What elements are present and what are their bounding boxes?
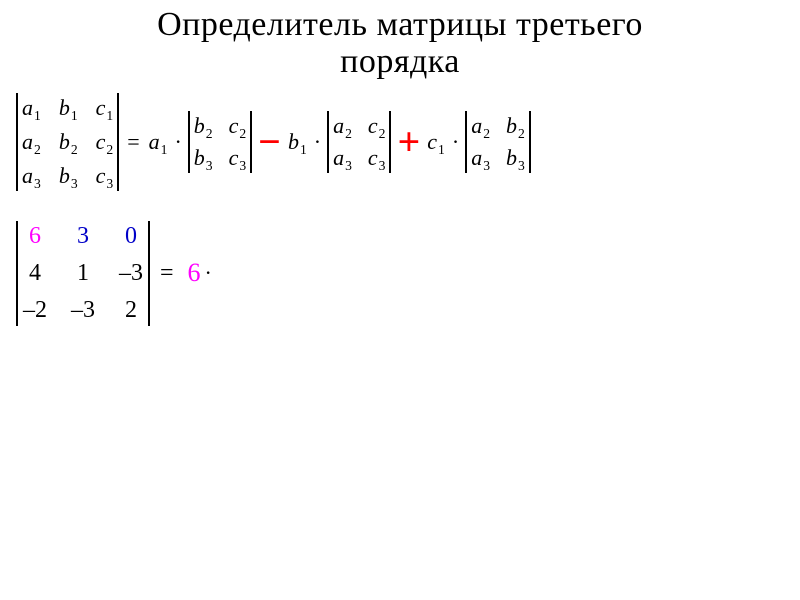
ex-cell-22: 2 xyxy=(118,297,144,324)
expansion-formula: a1 b1 c1 a2 b2 c2 a3 b3 c3 = a1 · b2 c2 … xyxy=(0,93,800,191)
plus-operator: + xyxy=(393,122,424,162)
cell-b3: b3 xyxy=(59,163,78,189)
cell-c1: c1 xyxy=(96,95,114,121)
coef-c1: c1 xyxy=(427,129,445,155)
minor3-a3: a3 xyxy=(471,145,490,171)
minor3-b3: b3 xyxy=(506,145,525,171)
ex-cell-01: 3 xyxy=(70,223,96,250)
minor2-c3: c3 xyxy=(368,145,386,171)
title-line-1: Определитель матрицы третьего xyxy=(157,6,643,43)
det-cells: a2 b2 a3 b3 xyxy=(467,111,529,173)
cell-a3: a3 xyxy=(22,163,41,189)
det-cells: b2 c2 b3 c3 xyxy=(190,111,250,173)
det-bar-right xyxy=(250,111,252,173)
ex-cell-02: 0 xyxy=(118,223,144,250)
minor1-b2: b2 xyxy=(194,113,213,139)
lhs-determinant-3x3: a1 b1 c1 a2 b2 c2 a3 b3 c3 xyxy=(16,93,119,191)
ex-cell-11: 1 xyxy=(70,260,96,287)
det-bar-right xyxy=(148,221,150,326)
minor-1: b2 c2 b3 c3 xyxy=(188,111,252,173)
numeric-example: 6 3 0 4 1 –3 –2 –3 2 = 6 · xyxy=(0,221,800,326)
cell-a1: a1 xyxy=(22,95,41,121)
det-bar-right xyxy=(529,111,531,173)
minor-2: a2 c2 a3 c3 xyxy=(327,111,391,173)
ex-cell-21: –3 xyxy=(70,297,96,324)
minor2-c2: c2 xyxy=(368,113,386,139)
minor3-a2: a2 xyxy=(471,113,490,139)
det-cells: a2 c2 a3 c3 xyxy=(329,111,389,173)
equals-sign: = xyxy=(127,129,139,155)
example-dot: · xyxy=(205,260,212,286)
minor1-b3: b3 xyxy=(194,145,213,171)
ex-cell-12: –3 xyxy=(118,260,144,287)
det-cells: a1 b1 c1 a2 b2 c2 a3 b3 c3 xyxy=(18,93,117,191)
cell-c2: c2 xyxy=(96,129,114,155)
minor3-b2: b2 xyxy=(506,113,525,139)
coef-a1: a1 xyxy=(149,129,168,155)
minor1-c3: c3 xyxy=(229,145,247,171)
cell-b1: b1 xyxy=(59,95,78,121)
minus-operator: − xyxy=(254,122,285,162)
example-equals: = xyxy=(160,260,174,287)
cell-c3: c3 xyxy=(96,163,114,189)
example-determinant-3x3: 6 3 0 4 1 –3 –2 –3 2 xyxy=(16,221,150,326)
example-coef-6: 6 xyxy=(188,258,201,288)
minor1-c2: c2 xyxy=(229,113,247,139)
det-cells: 6 3 0 4 1 –3 –2 –3 2 xyxy=(18,221,148,326)
cell-b2: b2 xyxy=(59,129,78,155)
coef-b1: b1 xyxy=(288,129,307,155)
dot-1: · xyxy=(174,129,181,155)
det-bar-right xyxy=(117,93,119,191)
det-bar-right xyxy=(389,111,391,173)
ex-cell-20: –2 xyxy=(22,297,48,324)
slide-title: Определитель матрицы третьего порядка xyxy=(0,0,800,81)
ex-cell-10: 4 xyxy=(22,260,48,287)
title-line-2: порядка xyxy=(340,43,460,80)
minor2-a2: a2 xyxy=(333,113,352,139)
dot-3: · xyxy=(452,129,459,155)
minor-3: a2 b2 a3 b3 xyxy=(465,111,531,173)
dot-2: · xyxy=(314,129,321,155)
ex-cell-00: 6 xyxy=(22,223,48,250)
cell-a2: a2 xyxy=(22,129,41,155)
minor2-a3: a3 xyxy=(333,145,352,171)
